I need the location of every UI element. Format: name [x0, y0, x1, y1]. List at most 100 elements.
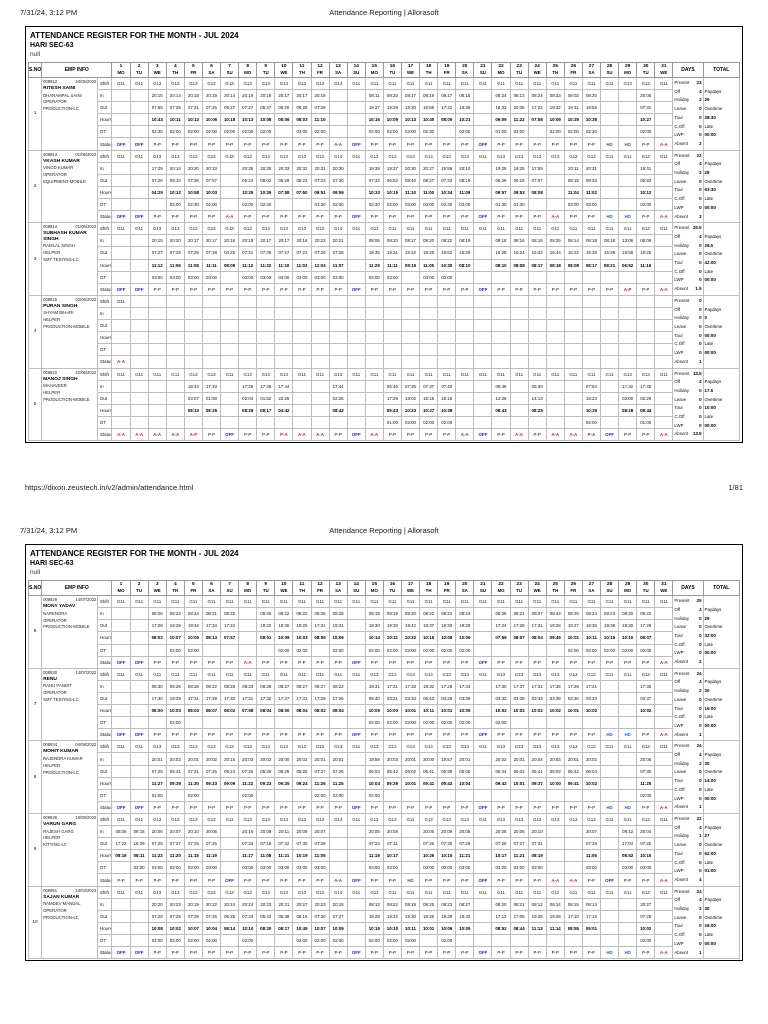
day-cell-ot: 02:00 [400, 125, 421, 139]
summary-line: Holiday 2 [674, 169, 701, 178]
day-weekday: SA [208, 588, 215, 594]
day-cell-status: P-P [382, 800, 402, 815]
day-cell-out: 19:30 [618, 619, 638, 633]
day-cell-hours: 08:25 [201, 403, 222, 417]
day-cell-status: HD [618, 800, 638, 815]
day-cell-out: 16:43 [545, 246, 565, 260]
day-cell-status: P-P [455, 728, 475, 742]
day-cell-hours: 10:01 [509, 776, 529, 790]
day-cell-in [599, 752, 620, 766]
day-cell-shift [419, 294, 439, 308]
day-cell-shift: G11 [563, 76, 583, 91]
day-cell-out [364, 319, 384, 333]
day-cell-in [654, 897, 674, 911]
employee-guardian: RANU PANDIT [43, 683, 72, 689]
day-cell-ot [328, 861, 348, 875]
day-cell-shift: G11 [364, 76, 384, 91]
day-cell-shift: G13 [183, 367, 203, 381]
day-cell-ot [129, 270, 149, 284]
day-cell-in: 20:02 [256, 752, 276, 766]
day-cell-status: P-P [364, 137, 384, 151]
day-cell-shift [455, 294, 475, 308]
day-cell-out: 19:42 [400, 619, 421, 633]
day-cell-ot [274, 788, 294, 802]
day-cell-in: 19:31 [364, 679, 384, 693]
day-cell-ot [618, 343, 638, 357]
employee-code: 008915 [43, 296, 58, 302]
total-value: 00:00 [704, 204, 716, 210]
day-cell-status: P-P [382, 427, 402, 442]
day-cell-hours: 10:29 [256, 185, 276, 200]
day-cell-ot [238, 415, 258, 429]
total-value: 62:00 [704, 850, 716, 856]
day-number: 17 [407, 582, 414, 588]
day-cell-out: 05:27 [220, 101, 240, 115]
day-cell-hours [437, 331, 457, 345]
day-cell-ot [346, 788, 366, 802]
day-cell-hours [636, 331, 656, 345]
day-weekday: TU [262, 70, 269, 75]
day-cell-in: 08:33 [238, 679, 258, 693]
day-cell-ot [654, 933, 674, 948]
day-cell-out: 16:24 [509, 246, 529, 260]
day-number: 6 [210, 64, 213, 69]
summary-line: Present 24 [674, 888, 701, 897]
day-cell-ot [419, 788, 439, 802]
attendance-subrow-ot: OT 03:00 03:00 03:00 03:00 03:00 03:00 03:00 03:… [29, 270, 740, 284]
day-cell-hours: 10:09 [364, 704, 384, 718]
day-cell-out: 07:32 [274, 837, 294, 851]
attendance-subrow-status: Status P-P P-P P-P P-P P-P P-P OFF P-P P-P P-P P-P P… [29, 873, 740, 887]
day-cell-status: P-P [328, 946, 348, 960]
employee-code: 008913 [43, 151, 58, 157]
day-cell-hours: 10:58 [183, 185, 203, 200]
day-cell-ot: 03:00 [581, 197, 602, 212]
day-cell-hours: 08:52 [491, 921, 511, 936]
day-cell-out: 17:12 [491, 909, 511, 923]
day-cell-status: P-P [437, 800, 457, 815]
day-cell-shift: G11 [654, 885, 674, 899]
attendance-row-label: Hours [97, 849, 113, 863]
day-cell-out [111, 691, 131, 706]
day-cell-out: 17:22 [220, 619, 240, 633]
day-cell-ot [346, 415, 366, 429]
day-cell-in: 20:17 [201, 234, 222, 248]
day-cell-shift: G11 [545, 76, 565, 91]
col-header-day: 10 WE [274, 62, 294, 78]
day-cell-ot [346, 933, 366, 948]
day-number: 2 [137, 582, 141, 588]
day-cell-shift: G13 [201, 740, 222, 754]
day-cell-ot [563, 716, 583, 730]
days-summary: Present 24 Off 4 Holiday 2 Leave 0 Tour 0 C.Off 0 LW… [672, 885, 704, 960]
day-cell-in [129, 161, 149, 175]
day-cell-out: 05:28 [274, 173, 294, 187]
attendance-row-label: Out [97, 764, 113, 778]
day-cell-status: P-P [636, 800, 656, 815]
day-cell-out: 05:27 [256, 101, 276, 115]
attendance-subrow-hours: Hours 11:27 09:39 11:30 09:23 09:09 11:22 09:23… [29, 776, 740, 790]
day-cell-status: P-P [238, 728, 258, 742]
summary-label: Absent [674, 286, 689, 292]
day-weekday: TH [299, 588, 305, 594]
total-value: 0 [704, 315, 707, 321]
day-cell-out: 19:28 [545, 909, 565, 923]
day-cell-ot [527, 125, 547, 139]
day-cell-status [220, 355, 240, 369]
day-cell-ot [437, 788, 457, 802]
day-cell-status: P-P [419, 873, 439, 887]
day-cell-in: 08:28 [220, 679, 240, 693]
day-cell-out: 19:27 [563, 619, 583, 633]
day-cell-status [654, 355, 674, 369]
day-cell-hours: 08:55 [563, 921, 583, 936]
day-cell-status: P-P [328, 282, 348, 296]
day-cell-status: P-P [220, 946, 240, 960]
day-cell-status: P-P [455, 210, 475, 224]
day-cell-shift: G11 [581, 885, 602, 899]
day-cell-shift: G13 [256, 222, 276, 236]
day-cell-ot [364, 343, 384, 357]
summary-line: LWP 0 [674, 867, 701, 876]
day-cell-ot [473, 643, 493, 657]
totals-spacer [705, 224, 738, 233]
day-cell-ot [473, 343, 493, 357]
day-cell-out: 03:32 [491, 691, 511, 706]
report-title-2: ATTENDANCE REGISTER FOR THE MONTH - JUL … [30, 549, 239, 559]
